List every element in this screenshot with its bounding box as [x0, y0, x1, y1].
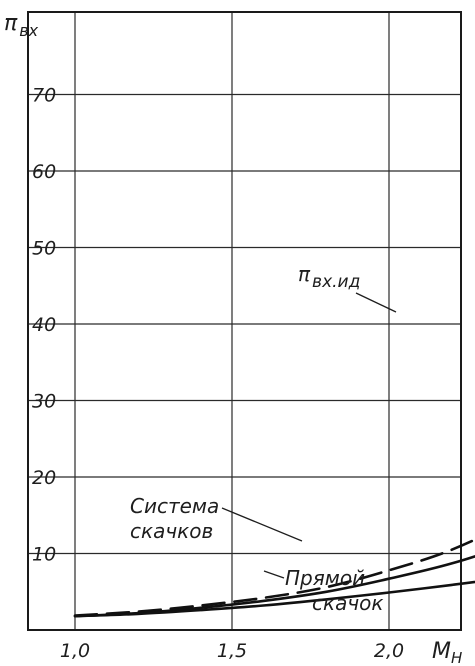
- ideal-curve-label-main: π: [298, 262, 311, 286]
- y-tick-label: 20: [32, 467, 56, 489]
- y-axis-label: π вх: [4, 11, 39, 40]
- y-tick-label: 10: [32, 544, 56, 566]
- ideal-curve-leader: [355, 292, 397, 313]
- y-axis-label-main: π: [4, 11, 18, 36]
- ideal-curve-label-sub: вх.ид: [312, 272, 360, 292]
- grid: [28, 12, 461, 630]
- normal-shock-leader: [263, 570, 285, 579]
- y-tick-label: 60: [32, 161, 56, 183]
- x-tick-label: 1,0: [60, 640, 90, 662]
- y-tick-label: 30: [32, 391, 56, 413]
- series-lines: [73, 538, 475, 618]
- x-tick-label: 2,0: [374, 640, 404, 662]
- y-tick-label: 40: [32, 314, 56, 336]
- shock-system-label-line1: Система: [130, 494, 219, 518]
- ideal-curve-label: π вх.ид: [298, 262, 360, 292]
- shock-system-leader: [221, 507, 303, 542]
- x-axis-label: MH: [432, 639, 462, 666]
- normal-shock-curve: [73, 580, 475, 618]
- normal-shock-label-line2: скачок: [312, 591, 383, 615]
- x-axis-label-sub: H: [451, 649, 462, 666]
- normal-shock-label-line1: Прямой: [285, 566, 365, 590]
- y-axis-label-sub: вх: [19, 21, 38, 40]
- y-tick-label: 50: [32, 238, 56, 260]
- x-axis-label-main: M: [432, 639, 451, 664]
- x-tick-label: 1,5: [217, 640, 247, 662]
- plot-frame: [27, 11, 462, 631]
- y-tick-label: 70: [32, 85, 56, 107]
- shock-system-label-line2: скачков: [130, 519, 213, 543]
- shock-system-curve: [73, 555, 475, 618]
